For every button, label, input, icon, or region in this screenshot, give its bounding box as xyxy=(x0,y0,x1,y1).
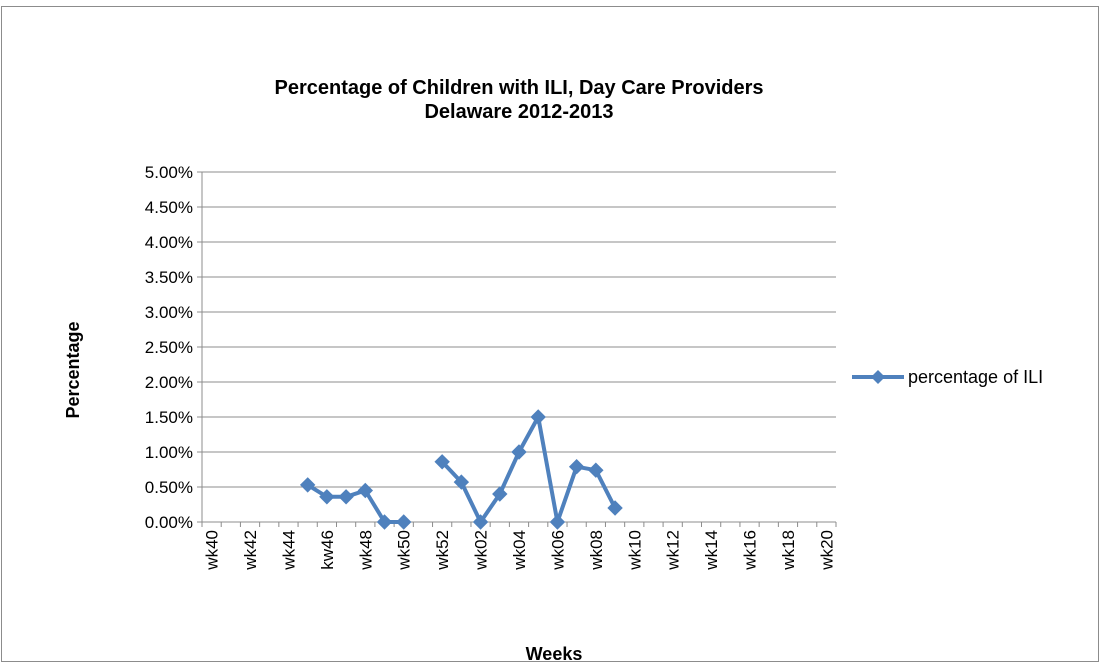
x-axis-title: Weeks xyxy=(526,644,583,664)
x-tick-label: wk18 xyxy=(779,530,798,571)
y-tick-label: 3.50% xyxy=(145,268,193,287)
x-tick-label: wk12 xyxy=(664,530,683,571)
data-point-marker xyxy=(492,486,508,502)
legend: percentage of ILI xyxy=(852,367,1043,387)
x-tick-label: wk48 xyxy=(356,530,375,571)
x-tick-label: wk14 xyxy=(702,530,721,571)
x-tick-label: wk52 xyxy=(433,530,452,571)
x-tick-label: wk20 xyxy=(817,530,836,571)
data-point-marker xyxy=(319,489,335,505)
x-tick-label: kw46 xyxy=(318,530,337,570)
legend-label: percentage of ILI xyxy=(908,367,1043,387)
data-point-marker xyxy=(530,409,546,425)
y-tick-label: 2.50% xyxy=(145,338,193,357)
data-point-marker xyxy=(511,444,527,460)
x-tick-label: wk10 xyxy=(625,530,644,571)
x-tick-label: wk04 xyxy=(510,530,529,571)
data-point-marker xyxy=(568,458,585,475)
x-tick-label: wk42 xyxy=(241,530,260,571)
y-tick-label: 4.50% xyxy=(145,198,193,217)
y-axis-title: Percentage xyxy=(63,321,83,418)
data-point-marker xyxy=(434,454,450,470)
x-tick-label: wk16 xyxy=(741,530,760,571)
y-tick-label: 3.00% xyxy=(145,303,193,322)
data-point-marker xyxy=(472,514,489,530)
data-point-marker xyxy=(396,514,412,530)
y-tick-label: 1.00% xyxy=(145,443,193,462)
y-tick-label: 5.00% xyxy=(145,163,193,182)
y-tick-label: 0.50% xyxy=(145,478,193,497)
x-tick-label: wk06 xyxy=(548,530,567,571)
x-tick-label: wk02 xyxy=(472,530,491,571)
y-tick-label: 0.00% xyxy=(145,513,193,532)
x-tick-label: wk50 xyxy=(395,530,414,571)
data-point-marker xyxy=(338,489,354,505)
series-line xyxy=(440,415,617,524)
data-point-marker xyxy=(299,477,316,493)
data-point-marker xyxy=(549,514,566,530)
data-point-marker xyxy=(588,462,604,478)
chart-subtitle: Delaware 2012-2013 xyxy=(424,101,614,123)
data-point-marker xyxy=(357,482,374,499)
data-point-marker xyxy=(453,474,470,490)
x-tick-label: wk40 xyxy=(203,530,222,571)
series-line xyxy=(306,483,404,524)
y-tick-label: 4.00% xyxy=(145,233,193,252)
chart-title: Percentage of Children with ILI, Day Car… xyxy=(274,77,764,99)
data-point-marker xyxy=(376,514,393,530)
data-point-marker xyxy=(607,500,623,516)
chart-area xyxy=(1,6,1099,662)
x-tick-label: wk08 xyxy=(587,530,606,571)
y-tick-label: 2.00% xyxy=(145,373,193,392)
x-tick-label: wk44 xyxy=(279,530,298,571)
y-tick-label: 1.50% xyxy=(145,408,193,427)
legend-marker-icon xyxy=(871,370,885,384)
